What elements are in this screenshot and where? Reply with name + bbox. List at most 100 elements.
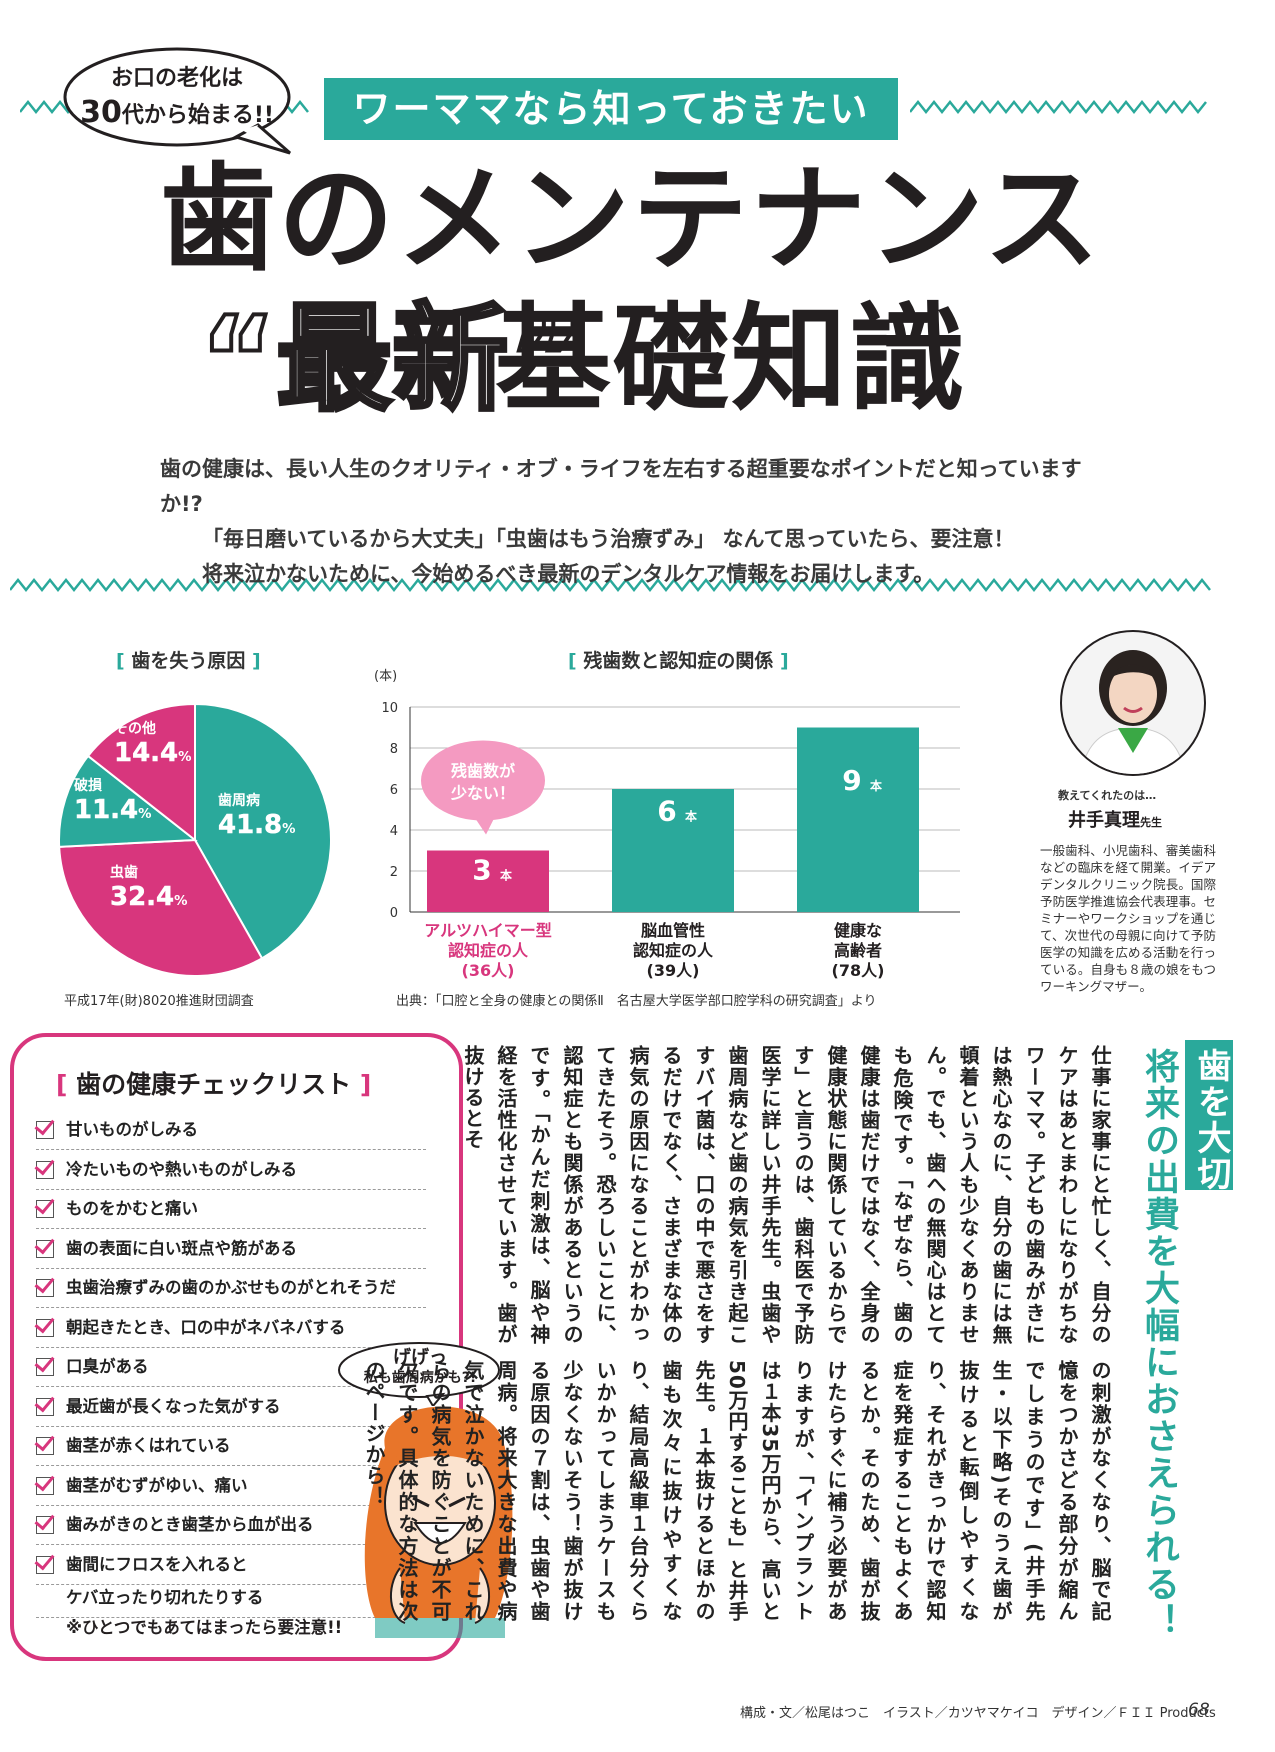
annotation-balloon (421, 740, 545, 821)
checklist-item-text: 歯みがきのとき歯茎から血が出る (66, 1515, 314, 1534)
pie-slice (58, 838, 264, 977)
checklist-item-text: 歯の表面に白い斑点や筋がある (66, 1238, 297, 1258)
pie-label-breakage: 破損 11.4% (74, 775, 152, 825)
speech-line-1: げげっ (393, 1347, 447, 1368)
pie-label-value: 14.4 (114, 738, 179, 769)
x-category-label: 認知症の人 (633, 941, 714, 960)
page-title-line-1: 歯のメンテナンス (160, 152, 1102, 287)
checkbox-checked-icon (36, 1555, 54, 1574)
pie-label-name: 破損 (74, 778, 102, 794)
checkbox-checked-icon (36, 1160, 54, 1179)
pie-chart-title: 歯を失う原因 (131, 650, 246, 672)
pie-label-value: 41.8 (218, 810, 283, 841)
zigzag-divider-right (910, 100, 1210, 114)
checklist-title-text: 歯の健康チェックリスト (76, 1070, 352, 1099)
pie-label-value: 32.4 (110, 882, 175, 913)
pie-label-unit: % (138, 807, 152, 822)
checklist-item: 甘いものがしみる (36, 1110, 426, 1150)
checkbox-checked-icon (36, 1239, 54, 1258)
profile-bio: 一般歯科、小児歯科、審美歯科などの臨床を経て開業。イデアデンタルクリニック院長。… (1040, 843, 1216, 994)
profile-intro: 教えてくれたのは… (1058, 789, 1157, 802)
x-category-label: 脳血管性 (641, 921, 705, 940)
checkbox-checked-icon (36, 1121, 54, 1139)
pie-chart-heading: [ 歯を失う原因 ] (116, 650, 261, 672)
checklist-item: 冷たいものや熱いものがしみる (36, 1150, 426, 1190)
article-headline-2: 将来の出費を大幅におさえられる！ (1139, 1048, 1179, 1640)
annotation-text: 残歯数が (451, 762, 515, 781)
bubble-text: お口の老化は 30代から始まる!! (70, 62, 284, 133)
checklist-item-text: ものをかむと痛い (66, 1199, 198, 1218)
pie-label-unit: % (174, 894, 188, 909)
checklist-item: 歯みがきのとき歯茎から血が出る (36, 1505, 426, 1545)
checklist-item-text: 口臭がある (66, 1357, 149, 1376)
profile-name-suffix: 先生 (1140, 816, 1162, 829)
checkbox-checked-icon (36, 1318, 54, 1337)
article-headline-1: 歯を大切にすることで (1191, 1048, 1231, 1408)
pie-label-cavity: 虫歯 32.4% (110, 862, 188, 912)
checklist-item: 歯茎がむずがゆい、痛い (36, 1466, 426, 1506)
x-category-label: (78人) (832, 961, 885, 980)
checklist-item-continuation-text: ケバ立ったり切れたりする (66, 1588, 264, 1607)
annotation-text: 少ない！ (450, 784, 515, 803)
bar-value-label: 9 (842, 764, 861, 797)
pie-label-unit: % (282, 822, 296, 837)
bar-value-label: 6 (657, 795, 676, 828)
y-tick-label: 6 (390, 783, 398, 798)
checkbox-checked-icon (36, 1476, 54, 1495)
checklist-item: 口臭がある (36, 1347, 426, 1387)
speech-line-2: 私も歯周病かも?! (363, 1370, 477, 1386)
checklist-item: 歯茎が赤くはれている (36, 1426, 426, 1466)
lead-line-2: 「毎日磨いているから大丈夫」「虫歯はもう治療ずみ」 なんて思っていたら、要注意！ (202, 527, 1015, 551)
bar (427, 850, 549, 912)
bar-value-unit: 本 (685, 809, 697, 824)
checklist-item-text: 歯茎がむずがゆい、痛い (66, 1475, 248, 1495)
checklist-item: 歯の表面に白い斑点や筋がある (36, 1229, 426, 1269)
pie-label-periodontal: 歯周病 41.8% (218, 790, 296, 840)
checklist-item: 歯間にフロスを入れると (36, 1545, 426, 1585)
checkbox-checked-icon (36, 1437, 54, 1455)
y-tick-label: 0 (390, 906, 398, 921)
bar (612, 789, 734, 912)
checklist-item-text: 冷たいものや熱いものがしみる (66, 1159, 297, 1179)
headline-box (1185, 1040, 1233, 1190)
pie-label-name: 虫歯 (110, 865, 138, 881)
pie-slice (58, 754, 198, 848)
article-column-1: 仕事に家事にと忙しく、自分のケアはあとまわしになりがちなワーママ。子どもの歯みが… (461, 1045, 1112, 1345)
page-title-outline-word: “最新” (198, 292, 586, 427)
x-category-label: 認知症の人 (448, 941, 529, 960)
checkbox-checked-icon (36, 1397, 54, 1416)
pie-slice (86, 702, 196, 843)
lead-line-3: 将来泣かないために、今始めるべき最新のデンタルケア情報をお届けします。 (202, 562, 935, 586)
speech-bubble (63, 47, 291, 155)
bar-chart-title: 残歯数と認知症の関係 (583, 650, 774, 672)
checklist-title: [ 歯の健康チェックリスト ] (56, 1070, 372, 1099)
bar-value-unit: 本 (870, 778, 882, 793)
checkbox-checked-icon (36, 1358, 54, 1376)
credits: 構成・文／松尾はつこ イラスト／カツヤマケイコ デザイン／ＦＩＩ Product… (740, 1706, 1216, 1721)
annotation-balloon-tail (474, 814, 496, 835)
checklist-note: ※ひとつでもあてはまったら要注意!! (66, 1618, 343, 1637)
checklist-item: 朝起きたとき、口の中がネバネバする (36, 1308, 426, 1348)
lead-paragraph: 歯の健康は、長い人生のクオリティ・オブ・ライフを左右する超重要なポイントだと知っ… (160, 452, 1120, 592)
y-tick-label: 4 (390, 824, 398, 839)
speech-bubble-text: げげっ 私も歯周病かも?! (345, 1347, 495, 1387)
bubble-line-2: 代から始まる!! (121, 103, 274, 128)
x-category-label: (36人) (462, 961, 515, 980)
x-category-label: 健康な (834, 921, 882, 940)
pie-slice (194, 702, 332, 960)
checkbox-checked-icon (36, 1516, 54, 1534)
pie-label-unit: % (178, 750, 192, 765)
bar-value-label: 3 (472, 853, 491, 886)
bar (797, 727, 919, 912)
checkbox-checked-icon (36, 1279, 54, 1297)
x-category-label: 高齢者 (834, 941, 882, 960)
pie-chart (58, 702, 332, 977)
checklist-item-text: 歯間にフロスを入れると (66, 1554, 248, 1574)
bubble-line-1: お口の老化は (110, 66, 243, 91)
x-category-label: アルツハイマー型 (424, 921, 552, 940)
checklist-item-text: 歯茎が赤くはれている (66, 1436, 231, 1455)
worried-woman-illustration (364, 1406, 513, 1638)
bar-chart-heading: [ 残歯数と認知症の関係 ] (568, 650, 789, 672)
page-title-line-2: 基礎知識 (495, 292, 967, 427)
profile-name: 井手真理先生 (1068, 806, 1162, 832)
